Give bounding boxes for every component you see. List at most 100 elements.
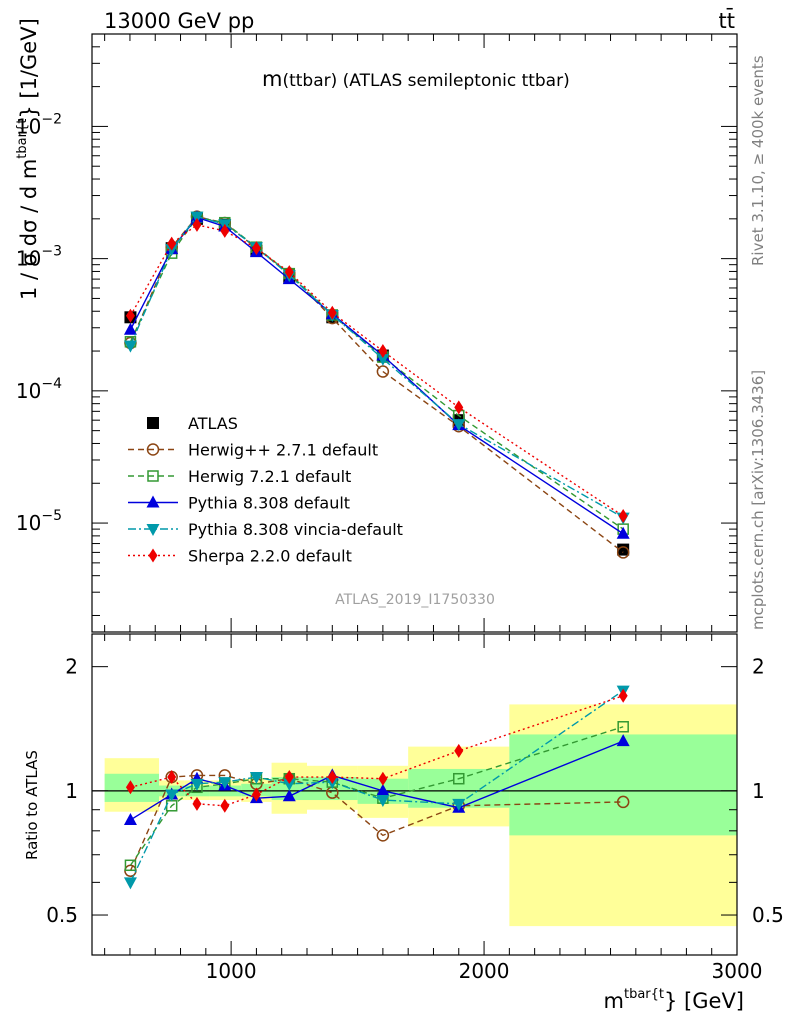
tick-exponent: −5	[41, 508, 62, 524]
ratio-line-pythia-8-308-vincia-default	[129, 690, 624, 883]
legend-marker-sherpa-2-2-0-default	[148, 548, 158, 563]
tick-exponent: −2	[41, 111, 62, 127]
ratio-series-layer	[123, 685, 630, 890]
main-point-sherpa-2-2-0-default-2	[192, 217, 202, 232]
inner-band-9	[509, 734, 737, 836]
ratio-point-herwig-7-2-1-default-8	[453, 772, 465, 785]
main-point-pythia-8-308-vincia-default-8	[452, 419, 466, 432]
ratio-point-sherpa-2-2-0-default-5	[284, 770, 294, 785]
main-series-layer	[123, 210, 630, 559]
ratio-point-pythia-8-308-vincia-default-4	[249, 772, 263, 785]
main-point-sherpa-2-2-0-default-7	[378, 344, 388, 359]
main-point-sherpa-2-2-0-default-0	[125, 308, 135, 323]
legend-marker-pythia-8-308-default	[146, 495, 160, 508]
ratio-y-tick-label-right-1: 1	[752, 779, 765, 803]
main-y-tick-label: 10−5	[16, 508, 62, 535]
ratio-point-sherpa-2-2-0-default-6	[327, 770, 337, 785]
main-panel-frame	[91, 33, 738, 633]
ratio-point-sherpa-2-2-0-default-9	[618, 688, 628, 703]
main-point-sherpa-2-2-0-default-1	[167, 236, 177, 251]
main-point-pythia-8-308-default-9	[616, 526, 630, 539]
tick-base: 10	[16, 247, 41, 271]
ratio-point-herwig-2-7-1-default-9	[616, 795, 630, 809]
x-tick-label-1000: 1000	[206, 959, 257, 983]
legend-marker-herwig-2-7-1-default	[146, 443, 160, 456]
ratio-point-sherpa-2-2-0-default-2	[192, 796, 202, 811]
main-point-sherpa-2-2-0-default-9	[618, 509, 628, 524]
ratio-y-axis-label: Ratio to ATLAS	[23, 750, 41, 860]
legend-entry-herwig-2-7-1-default: Herwig++ 2.7.1 default	[128, 441, 378, 460]
main-series-pythia-8-308-default	[123, 210, 630, 539]
main-y-axis-label-sup: tbar{t	[15, 119, 30, 159]
main-point-herwig-2-7-1-default-7	[376, 365, 390, 378]
main-line-pythia-8-308-default	[129, 216, 624, 535]
tick-base: 10	[16, 379, 41, 403]
main-point-sherpa-2-2-0-default-8	[454, 400, 464, 415]
ratio-series-sherpa-2-2-0-default	[125, 688, 628, 813]
plot-title-main: m	[262, 67, 282, 91]
plot-title-tail: (ttbar) (ATLAS semileptonic ttbar)	[282, 71, 569, 91]
ratio-point-sherpa-2-2-0-default-3	[220, 798, 230, 813]
main-point-herwig-2-7-1-default-9	[616, 546, 630, 559]
ratio-point-herwig-7-2-1-default-0	[124, 859, 137, 872]
legend-label-pythia-8-308-default: Pythia 8.308 default	[188, 494, 350, 513]
ratio-point-pythia-8-308-vincia-default-8	[452, 798, 466, 811]
main-y-tick-label: 10−2	[16, 111, 62, 138]
ratio-point-sherpa-2-2-0-default-7	[378, 771, 388, 786]
main-point-pythia-8-308-vincia-default-0	[123, 340, 137, 353]
ratio-line-herwig-7-2-1-default	[129, 726, 624, 866]
ratio-point-pythia-8-308-default-7	[376, 783, 390, 796]
ratio-point-pythia-8-308-vincia-default-0	[123, 877, 137, 890]
beam-label: 13000 GeV pp	[104, 9, 254, 33]
main-y-tick-label: 10−4	[16, 376, 62, 403]
ratio-line-sherpa-2-2-0-default	[130, 695, 624, 807]
legend-entry-pythia-8-308-vincia-default: Pythia 8.308 vincia-default	[128, 520, 403, 539]
tick-base: 10	[16, 511, 41, 535]
main-point-pythia-8-308-default-0	[123, 322, 137, 335]
x-tick-label-2000: 2000	[459, 959, 510, 983]
legend-label-atlas: ATLAS	[188, 414, 238, 433]
x-axis-label-close: } [GeV]	[664, 989, 744, 1013]
ratio-y-tick-label-left-2: 2	[65, 655, 78, 679]
legend-marker-pythia-8-308-vincia-default	[146, 524, 160, 536]
ratio-point-pythia-8-308-default-9	[616, 734, 630, 747]
main-series-sherpa-2-2-0-default	[125, 217, 628, 524]
legend-marker-atlas	[147, 417, 159, 429]
legend-entry-pythia-8-308-default: Pythia 8.308 default	[128, 494, 350, 513]
legend-label-pythia-8-308-vincia-default: Pythia 8.308 vincia-default	[188, 520, 403, 539]
ratio-point-pythia-8-308-vincia-default-7	[376, 795, 390, 808]
plot-title: m(ttbar) (ATLAS semileptonic ttbar)	[262, 67, 570, 91]
main-y-axis-label-main: 1 / σ dσ / d m	[17, 159, 41, 300]
legend-label-herwig-7-2-1-default: Herwig 7.2.1 default	[188, 467, 351, 486]
x-axis-label-sup: tbar{t	[624, 987, 664, 1002]
ratio-point-sherpa-2-2-0-default-1	[167, 770, 177, 785]
ratio-y-tick-label-left-1: 1	[65, 779, 78, 803]
ratio-point-pythia-8-308-default-5	[282, 789, 296, 802]
x-tick-label-3000: 3000	[712, 959, 763, 983]
legend-entry-atlas: ATLAS	[147, 414, 238, 433]
mcplots-note: mcplots.cern.ch [arXiv:1306.3436]	[749, 370, 767, 630]
main-line-pythia-8-308-vincia-default	[129, 215, 624, 519]
ratio-y-tick-label-right-0.5: 0.5	[752, 903, 784, 927]
ratio-point-pythia-8-308-vincia-default-5	[282, 778, 296, 791]
ratio-point-herwig-7-2-1-default-9	[617, 721, 629, 733]
tick-exponent: −3	[41, 244, 62, 260]
analysis-watermark: ATLAS_2019_I1750330	[335, 592, 495, 608]
ratio-point-sherpa-2-2-0-default-0	[125, 780, 135, 795]
main-point-sherpa-2-2-0-default-3	[220, 223, 230, 238]
ratio-line-pythia-8-308-default	[130, 740, 624, 821]
legend-entry-herwig-7-2-1-default: Herwig 7.2.1 default	[128, 467, 351, 486]
main-y-axis-label: 1 / σ dσ / d mtbar{t} [1/GeV]	[15, 18, 41, 300]
ratio-line-herwig-2-7-1-default	[129, 774, 624, 872]
main-point-sherpa-2-2-0-default-6	[327, 305, 337, 320]
ratio-point-pythia-8-308-vincia-default-3	[218, 777, 232, 790]
rivet-note: Rivet 3.1.10, ≥ 400k events	[749, 55, 767, 266]
ratio-point-pythia-8-308-vincia-default-2	[190, 778, 204, 791]
legend-label-herwig-2-7-1-default: Herwig++ 2.7.1 default	[188, 441, 378, 460]
ratio-point-pythia-8-308-vincia-default-1	[165, 789, 179, 802]
ratio-point-herwig-2-7-1-default-7	[376, 829, 390, 842]
ratio-point-pythia-8-308-default-0	[123, 812, 137, 825]
main-point-sherpa-2-2-0-default-4	[251, 241, 261, 256]
